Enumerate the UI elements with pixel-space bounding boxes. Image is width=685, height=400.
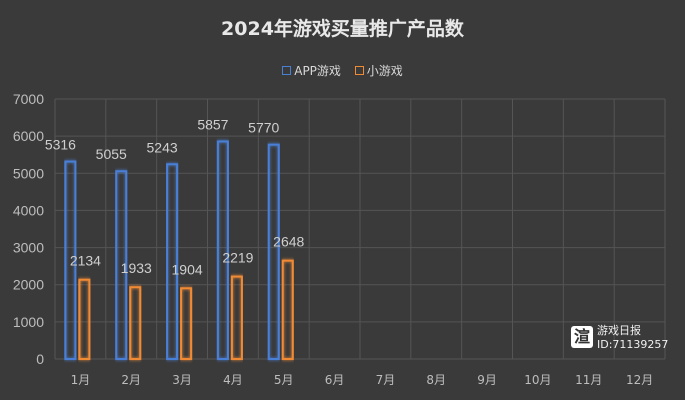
x-tick-label: 9月 — [477, 373, 497, 387]
bar-mini — [281, 259, 294, 361]
x-tick-label: 5月 — [274, 373, 294, 387]
data-label: 5243 — [147, 139, 178, 155]
watermark-id: ID:71139257 — [597, 338, 669, 351]
x-tick-label: 7月 — [376, 373, 396, 387]
x-tick-label: 4月 — [223, 373, 243, 387]
x-tick-label: 8月 — [426, 373, 446, 387]
bar-mini — [78, 278, 91, 361]
chart-title: 2024年游戏买量推广产品数 — [221, 18, 464, 40]
x-tick-label: 10月 — [524, 373, 551, 387]
y-tick-label: 0 — [36, 351, 44, 367]
bar-app — [166, 163, 179, 360]
watermark-name: 游戏日报 — [597, 324, 641, 337]
data-label: 1904 — [172, 261, 203, 277]
y-tick-label: 4000 — [13, 202, 44, 218]
bar-mini — [180, 287, 193, 360]
watermark: 渲 游戏日报 ID:71139257 — [571, 322, 668, 351]
data-label: 1933 — [121, 260, 152, 276]
bar-app — [216, 140, 229, 360]
data-label: 5055 — [96, 146, 127, 162]
data-label: 2648 — [273, 234, 304, 250]
y-tick-label: 7000 — [13, 91, 44, 107]
x-tick-label: 2月 — [121, 373, 141, 387]
legend-item-mini: 小游戏 — [354, 62, 403, 79]
y-tick-label: 2000 — [13, 277, 44, 293]
data-label: 2134 — [70, 253, 101, 269]
x-tick-label: 11月 — [575, 373, 602, 387]
y-tick-label: 1000 — [13, 314, 44, 330]
legend-swatch-app — [282, 66, 292, 75]
data-label: 5316 — [45, 137, 76, 153]
bar-app — [115, 170, 128, 360]
data-label: 2219 — [222, 250, 253, 266]
bar-app — [267, 143, 280, 360]
y-tick-label: 3000 — [13, 240, 44, 256]
legend-label-mini: 小游戏 — [366, 64, 403, 78]
legend-item-app: APP游戏 — [282, 62, 341, 79]
bar-app — [64, 160, 77, 360]
x-tick-label: 3月 — [172, 373, 192, 387]
bar-mini — [230, 275, 243, 360]
x-tick-label: 1月 — [71, 373, 91, 387]
legend: APP游戏 小游戏 — [0, 62, 685, 79]
y-tick-label: 5000 — [13, 165, 44, 181]
legend-swatch-mini — [354, 66, 364, 75]
bar-mini — [129, 286, 142, 360]
legend-label-app: APP游戏 — [294, 64, 341, 78]
watermark-logo: 渲 — [571, 325, 593, 348]
x-tick-label: 6月 — [325, 373, 345, 387]
y-tick-label: 6000 — [13, 128, 44, 144]
x-tick-label: 12月 — [626, 373, 653, 387]
data-label: 5770 — [248, 120, 279, 136]
data-label: 5857 — [197, 116, 228, 132]
